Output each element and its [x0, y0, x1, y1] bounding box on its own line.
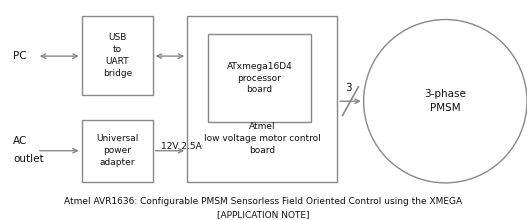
Text: ATxmega16D4
processor
board: ATxmega16D4 processor board	[227, 62, 292, 94]
Text: 3: 3	[345, 83, 352, 93]
Text: Universal
power
adapter: Universal power adapter	[96, 134, 139, 167]
Bar	[187, 16, 337, 182]
Text: Atmel
low voltage motor control
board: Atmel low voltage motor control board	[204, 122, 320, 155]
Bar	[208, 34, 311, 122]
Text: 12V 2.5A: 12V 2.5A	[161, 142, 201, 151]
Text: 3-phase
PMSM: 3-phase PMSM	[424, 89, 466, 113]
Bar	[82, 120, 153, 182]
Text: PC: PC	[13, 51, 27, 61]
Text: [APPLICATION NOTE]: [APPLICATION NOTE]	[217, 210, 310, 219]
Text: USB
to
UART
bridge: USB to UART bridge	[103, 33, 132, 78]
Bar	[82, 16, 153, 95]
Text: Atmel AVR1636: Configurable PMSM Sensorless Field Oriented Control using the XME: Atmel AVR1636: Configurable PMSM Sensorl…	[64, 197, 463, 206]
Ellipse shape	[364, 20, 527, 183]
Text: outlet: outlet	[13, 154, 44, 165]
Text: AC: AC	[13, 136, 27, 146]
